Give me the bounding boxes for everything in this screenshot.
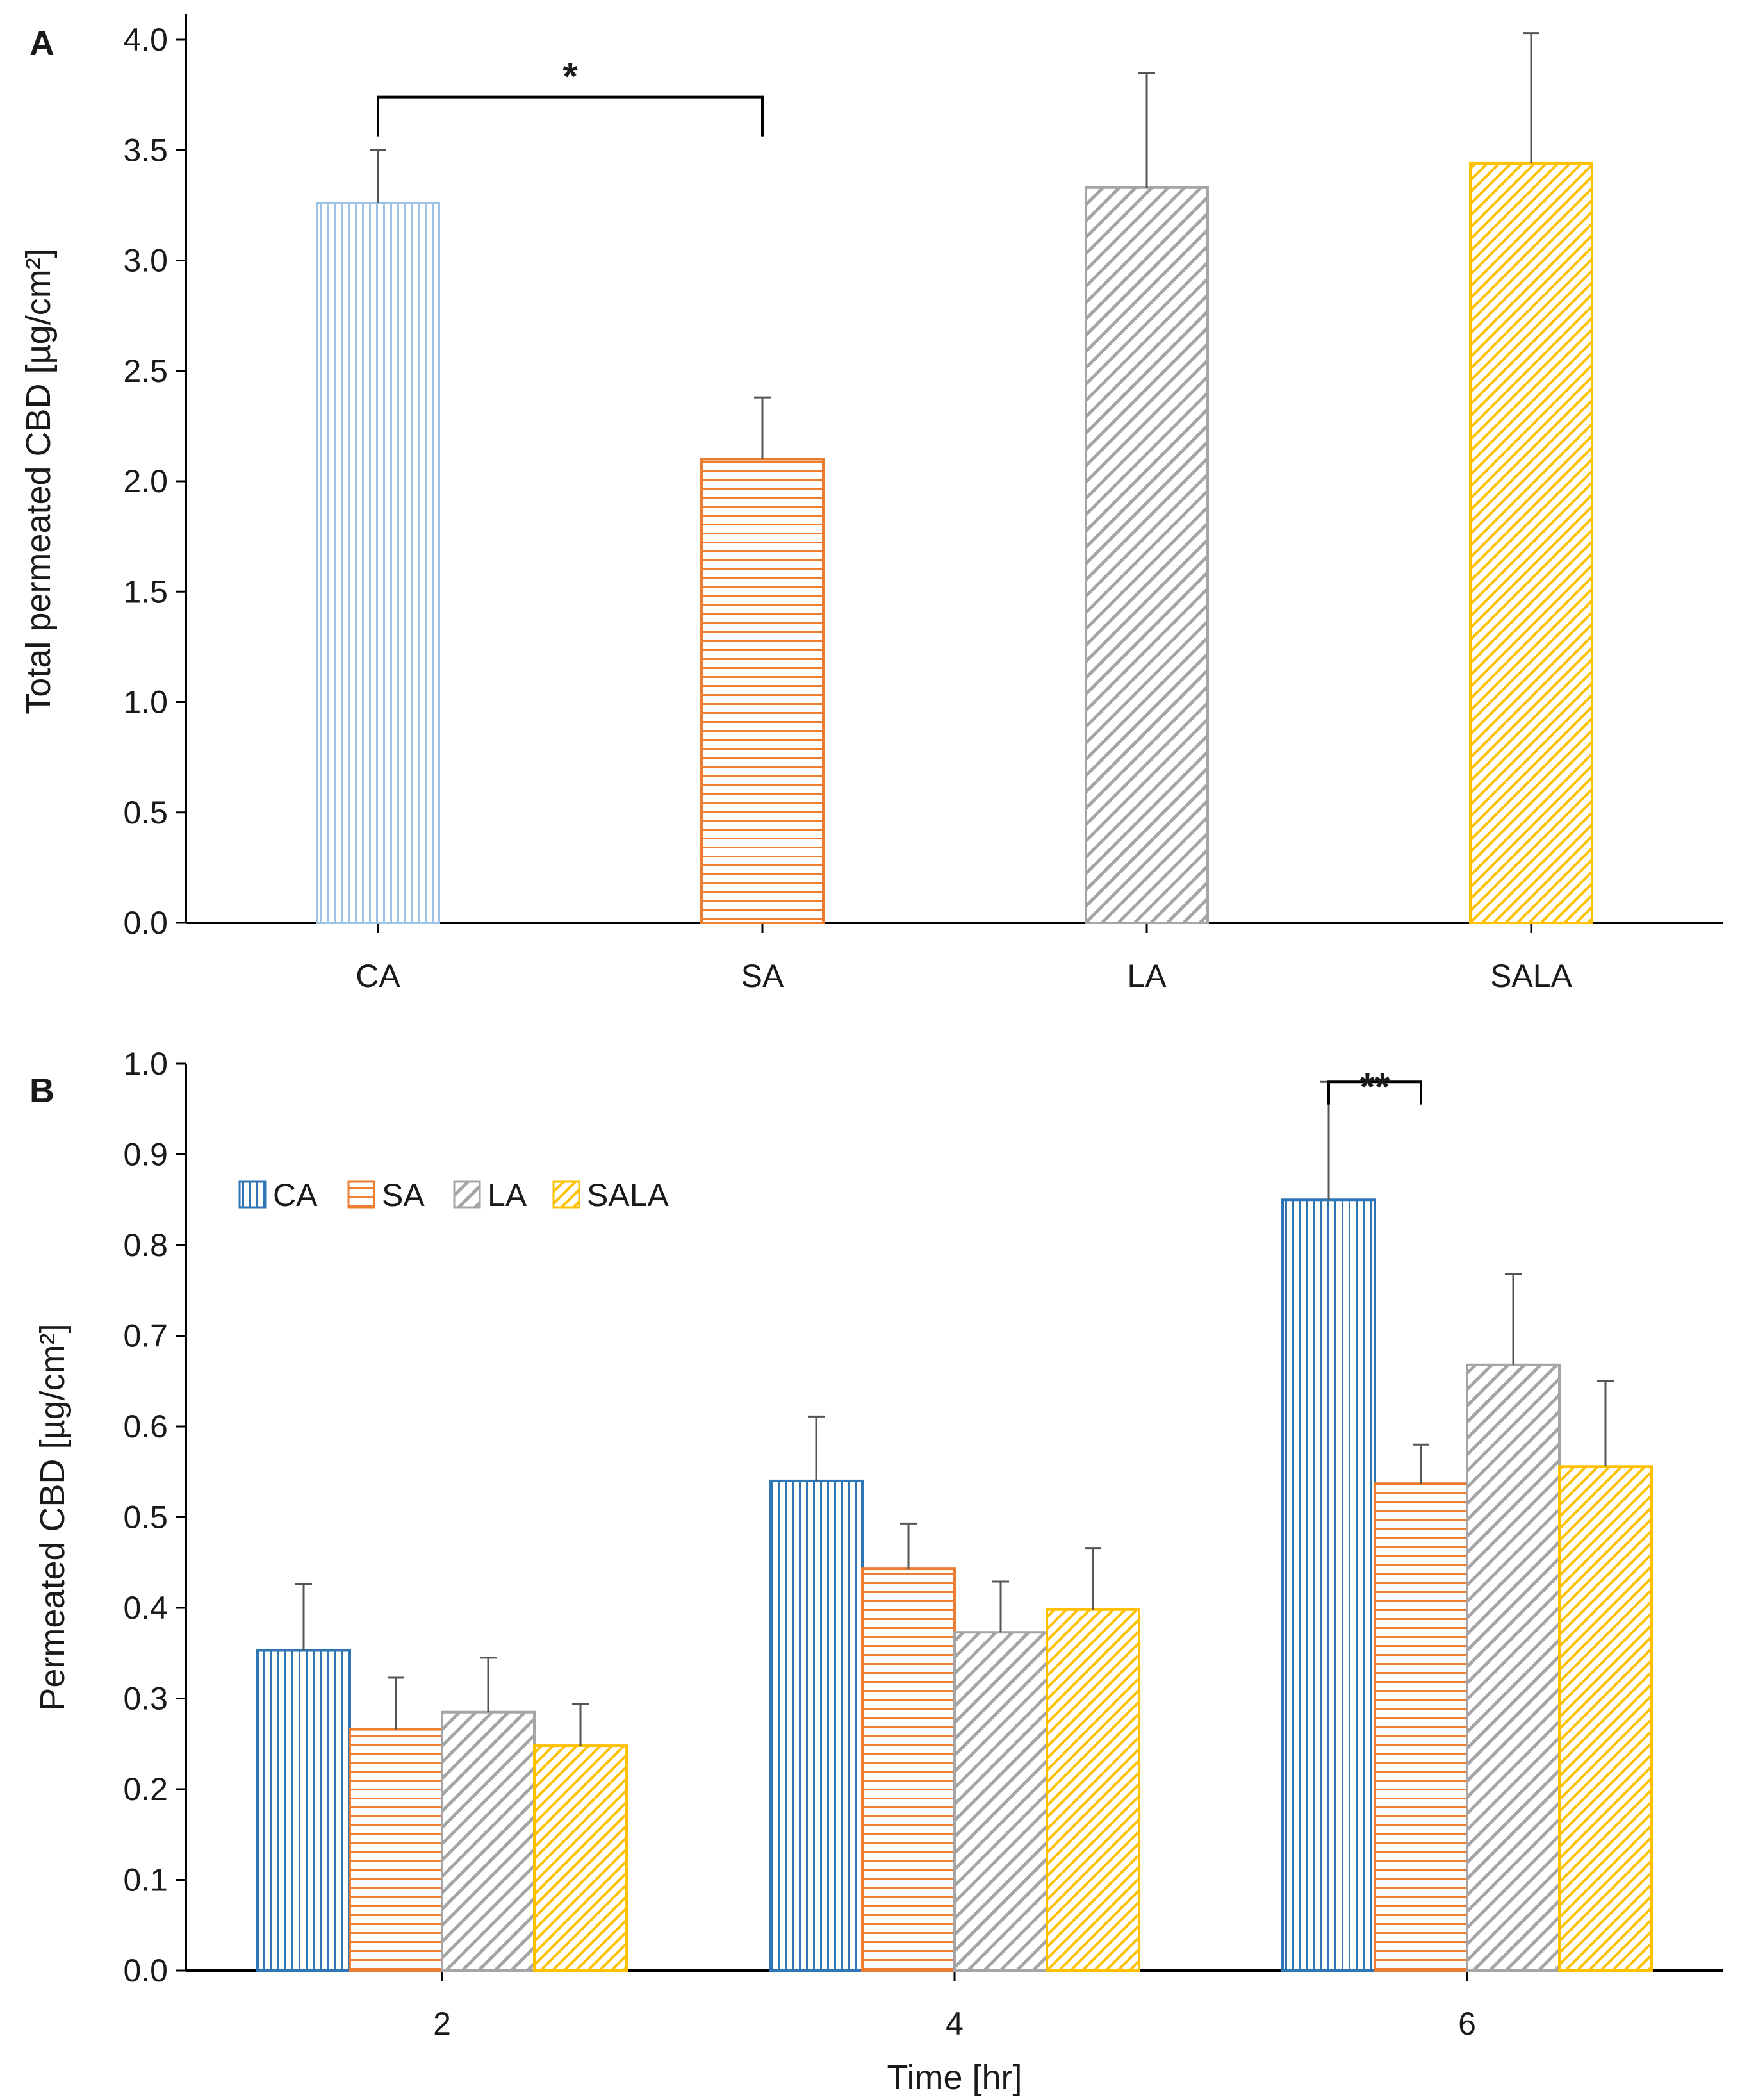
a-x-tick-label: LA (1127, 958, 1167, 994)
a-y-axis-title: Total permeated CBD [µg/cm²] (19, 248, 58, 714)
b-significance-bracket (1327, 1080, 1422, 1105)
a-y-tick-label: 1.5 (123, 574, 168, 609)
a-x-tick-label: SALA (1490, 958, 1573, 994)
a-y-tick-label: 3.5 (123, 132, 168, 168)
b-bar-ca-6 (1281, 1198, 1376, 1972)
b-y-tick-label: 0.7 (123, 1318, 168, 1354)
b-y-tick-label: 0.3 (123, 1681, 168, 1717)
panel-a-letter: A (29, 24, 54, 63)
panel-b-letter: B (29, 1071, 54, 1110)
panel-b-chart: B 0.0 0.1 0.2 0.3 0.4 0.5 0.6 0.7 0.8 0.9 1.0 Perme… (29, 1046, 1723, 2097)
a-bar-ca (316, 201, 440, 924)
legend-label-ca: CA (273, 1177, 318, 1213)
a-y-tick-label: 2.0 (123, 463, 168, 499)
legend-swatch-sala (552, 1180, 580, 1209)
a-y-tick-label: 3.0 (123, 243, 168, 279)
a-y-tick-label: 4.0 (123, 22, 168, 58)
a-x-tick-label: CA (356, 958, 400, 994)
b-bar-ca-2 (256, 1649, 351, 1972)
a-significance-bracket (377, 95, 764, 137)
legend-label-sa: SA (382, 1177, 425, 1213)
b-y-tick-label: 0.6 (123, 1409, 168, 1444)
legend-swatch-la (453, 1180, 481, 1209)
b-x-tick-label: 2 (433, 2006, 451, 2042)
a-bar-sala (1469, 161, 1593, 924)
b-y-tick-label: 0.9 (123, 1137, 168, 1173)
b-significance-label: ** (1360, 1065, 1390, 1108)
panel-a-chart: A 0.0 0.5 1.0 1.5 2.0 2.5 3.0 3.5 4.0 Total perme… (19, 14, 1723, 994)
b-bar-la-2 (441, 1710, 536, 1972)
b-bar-la-6 (1466, 1363, 1561, 1972)
legend-swatch-ca (238, 1180, 267, 1209)
a-y-tick-label: 0.0 (123, 905, 168, 941)
a-y-tick-label: 2.5 (123, 353, 168, 389)
a-bar-sa (700, 458, 825, 924)
b-y-tick-label: 1.0 (123, 1046, 168, 1082)
legend-label-sala: SALA (587, 1177, 669, 1213)
legend: CA SA LA SALA (238, 1177, 669, 1213)
b-bar-sala-6 (1558, 1465, 1653, 1972)
b-bar-sala-4 (1046, 1608, 1140, 1972)
a-x-tick-label: SA (741, 958, 784, 994)
b-y-tick-label: 0.4 (123, 1590, 168, 1626)
a-y-tick-label: 1.0 (123, 684, 168, 720)
b-y-axis-title: Permeated CBD [µg/cm²] (33, 1323, 72, 1710)
b-y-tick-label: 0.2 (123, 1771, 168, 1807)
b-y-tick-label: 0.1 (123, 1862, 168, 1898)
b-bar-sa-2 (349, 1728, 443, 1972)
b-bar-la-4 (953, 1631, 1048, 1972)
b-x-tick-label: 4 (946, 2006, 964, 2042)
b-x-axis-title: Time [hr] (887, 2058, 1022, 2097)
b-bar-sala-2 (533, 1744, 628, 1972)
a-y-tick-label: 0.5 (123, 795, 168, 831)
legend-swatch-sa (347, 1180, 375, 1209)
legend-label-la: LA (488, 1177, 527, 1213)
b-bar-sa-4 (861, 1567, 956, 1972)
b-y-tick-label: 0.5 (123, 1500, 168, 1535)
b-y-tick-label: 0.0 (123, 1953, 168, 1988)
b-x-tick-label: 6 (1458, 2006, 1476, 2042)
b-bar-sa-6 (1374, 1482, 1468, 1972)
a-significance-label: * (562, 55, 578, 98)
a-bar-la (1085, 186, 1209, 925)
b-bar-ca-4 (769, 1479, 864, 1972)
b-y-tick-label: 0.8 (123, 1227, 168, 1263)
